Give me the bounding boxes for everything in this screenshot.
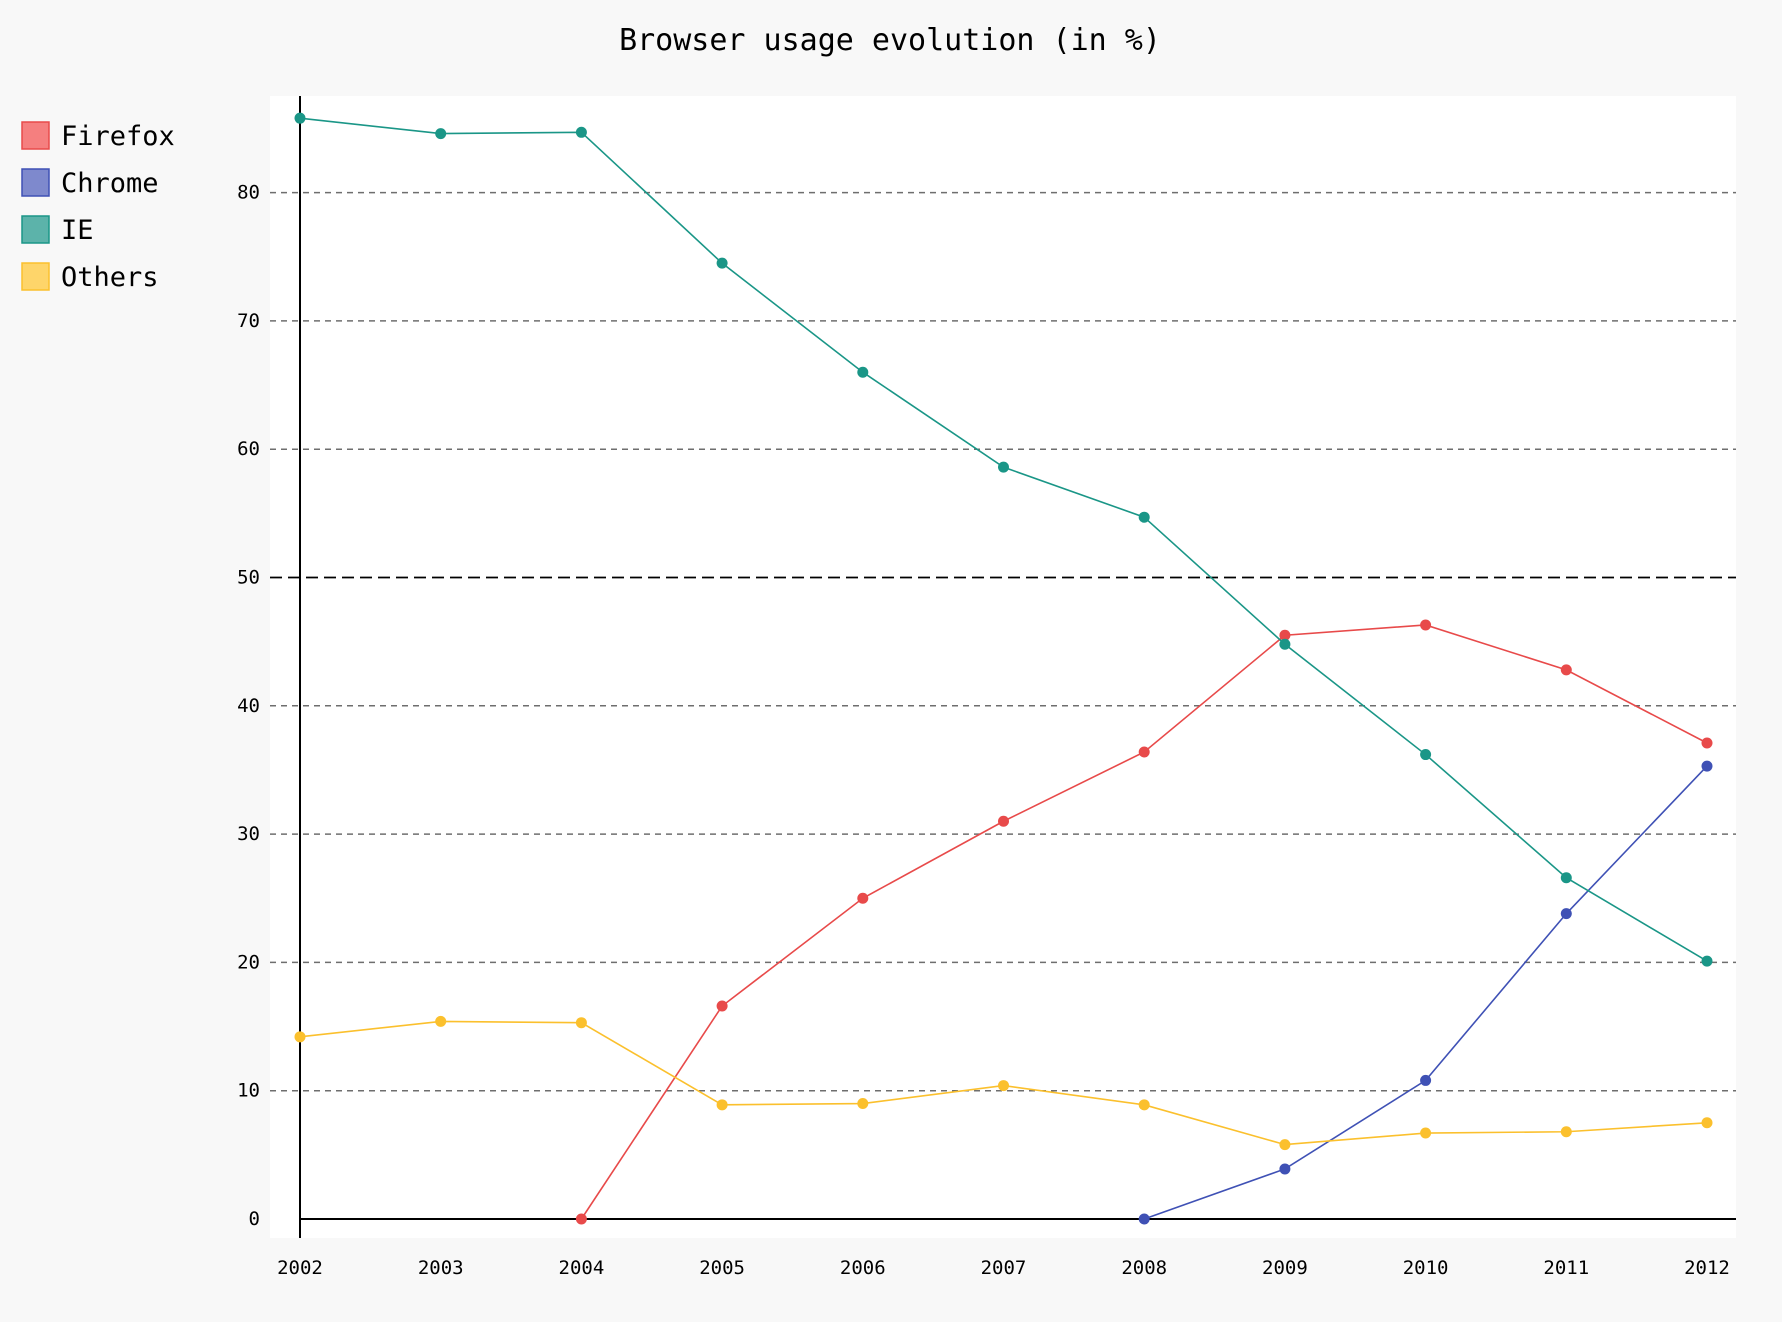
x-tick-label-2007: 2007 — [981, 1257, 1027, 1279]
x-tick-label-2008: 2008 — [1121, 1257, 1167, 1279]
point-others-2004[interactable] — [575, 1017, 587, 1029]
point-ie-2004[interactable] — [575, 126, 587, 138]
legend-swatch-firefox — [21, 121, 50, 150]
legend-label-ie: IE — [61, 215, 94, 246]
point-chrome-2012[interactable] — [1701, 760, 1713, 772]
point-others-2008[interactable] — [1138, 1099, 1150, 1111]
point-firefox-2005[interactable] — [716, 1000, 728, 1012]
plot-area — [270, 96, 1736, 1238]
point-ie-2007[interactable] — [998, 461, 1009, 473]
point-ie-2002[interactable] — [294, 112, 306, 124]
point-others-2003[interactable] — [435, 1015, 447, 1027]
point-others-2007[interactable] — [998, 1080, 1009, 1092]
point-ie-2010[interactable] — [1420, 749, 1432, 761]
point-firefox-2006[interactable] — [857, 892, 869, 904]
point-firefox-2007[interactable] — [998, 815, 1009, 827]
point-firefox-2011[interactable] — [1560, 664, 1572, 676]
point-others-2002[interactable] — [294, 1031, 306, 1043]
point-ie-2003[interactable] — [435, 128, 447, 140]
x-tick-label-2009: 2009 — [1262, 1257, 1308, 1279]
y-tick-label-80: 80 — [237, 182, 260, 204]
series-firefox — [575, 619, 1713, 1225]
point-chrome-2008[interactable] — [1138, 1213, 1150, 1225]
point-ie-2005[interactable] — [716, 257, 728, 269]
chart-title: Browser usage evolution (in %) — [619, 23, 1161, 58]
legend[interactable]: Firefox Chrome IE Others — [21, 121, 175, 293]
series-others — [294, 1015, 1713, 1151]
point-others-2012[interactable] — [1701, 1117, 1713, 1129]
legend-item-others[interactable]: Others — [21, 262, 159, 293]
series-chrome — [1138, 760, 1713, 1225]
y-tick-label-10: 10 — [237, 1080, 260, 1102]
point-ie-2011[interactable] — [1560, 872, 1572, 884]
x-tick-label-2006: 2006 — [840, 1257, 886, 1279]
point-firefox-2008[interactable] — [1138, 746, 1150, 758]
y-tick-label-30: 30 — [237, 823, 260, 845]
series-layer — [294, 112, 1713, 1225]
legend-item-ie[interactable]: IE — [21, 215, 94, 246]
legend-label-firefox: Firefox — [61, 121, 175, 152]
point-others-2005[interactable] — [716, 1099, 728, 1111]
x-tick-label-2005: 2005 — [699, 1257, 745, 1279]
point-firefox-2009[interactable] — [1279, 629, 1291, 641]
y-tick-label-20: 20 — [237, 951, 260, 973]
point-ie-2009[interactable] — [1279, 638, 1291, 650]
point-firefox-2012[interactable] — [1701, 737, 1713, 749]
legend-swatch-ie — [21, 215, 50, 244]
grid — [270, 191, 1736, 1092]
legend-swatch-chrome — [21, 168, 50, 197]
point-ie-2006[interactable] — [857, 366, 869, 378]
x-tick-label-2004: 2004 — [559, 1257, 605, 1279]
x-tick-label-2010: 2010 — [1403, 1257, 1449, 1279]
point-others-2011[interactable] — [1560, 1126, 1572, 1138]
y-tick-label-0: 0 — [249, 1208, 260, 1230]
x-tick-label-2002: 2002 — [277, 1257, 323, 1279]
series-ie — [294, 112, 1713, 967]
point-others-2009[interactable] — [1279, 1139, 1291, 1151]
legend-item-chrome[interactable]: Chrome — [21, 168, 159, 199]
legend-label-others: Others — [61, 262, 159, 293]
y-tick-label-40: 40 — [237, 695, 260, 717]
point-others-2010[interactable] — [1420, 1127, 1432, 1139]
legend-item-firefox[interactable]: Firefox — [21, 121, 175, 152]
point-chrome-2010[interactable] — [1420, 1074, 1432, 1086]
x-tick-label-2012: 2012 — [1684, 1257, 1730, 1279]
y-tick-label-60: 60 — [237, 438, 260, 460]
y-tick-label-70: 70 — [237, 310, 260, 332]
x-tick-label-2003: 2003 — [418, 1257, 464, 1279]
point-ie-2012[interactable] — [1701, 955, 1713, 967]
point-firefox-2004[interactable] — [575, 1213, 587, 1225]
axes: 0 10 20 30 40 50 60 70 80 2002 2003 2004 2005 2006 200… — [237, 96, 1736, 1279]
x-tick-label-2011: 2011 — [1543, 1257, 1589, 1279]
point-ie-2008[interactable] — [1138, 511, 1150, 523]
point-chrome-2009[interactable] — [1279, 1163, 1291, 1175]
point-others-2006[interactable] — [857, 1098, 869, 1110]
legend-swatch-others — [21, 262, 50, 291]
y-tick-label-50: 50 — [237, 567, 260, 589]
point-firefox-2010[interactable] — [1420, 619, 1432, 631]
point-chrome-2011[interactable] — [1560, 908, 1572, 920]
legend-label-chrome: Chrome — [61, 168, 159, 199]
